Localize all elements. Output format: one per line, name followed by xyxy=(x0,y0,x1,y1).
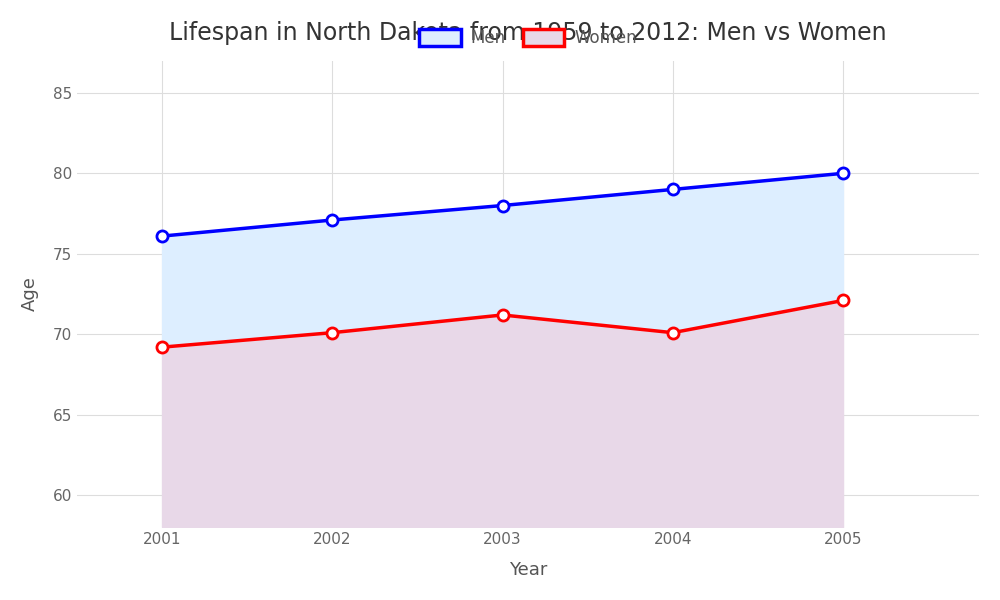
Title: Lifespan in North Dakota from 1959 to 2012: Men vs Women: Lifespan in North Dakota from 1959 to 20… xyxy=(169,21,887,45)
X-axis label: Year: Year xyxy=(509,561,547,579)
Y-axis label: Age: Age xyxy=(21,277,39,311)
Legend: Men, Women: Men, Women xyxy=(413,22,644,54)
